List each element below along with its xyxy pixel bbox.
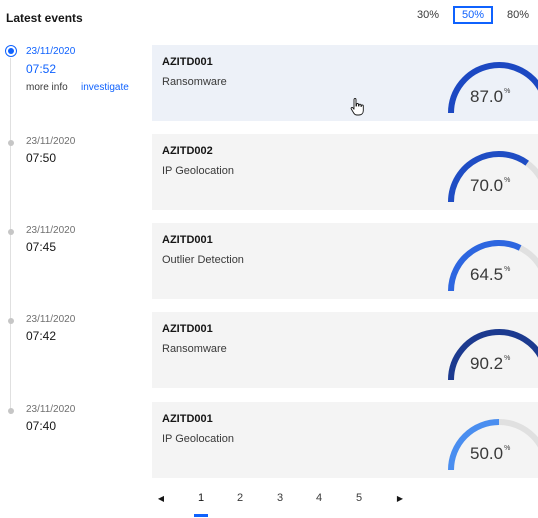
gauge-fill [448,419,500,471]
more-info-link[interactable]: more info [26,82,68,93]
event-card[interactable]: AZITD001 IP Geolocation 50.0% [152,402,538,478]
hand-cursor-icon [350,98,364,116]
score-value: 87.0% [470,87,511,106]
score-value: 50.0% [470,444,511,463]
gauge-fill [448,329,538,381]
event-time: 07:42 [26,329,57,343]
timeline-marker-active [5,45,17,57]
event-date: 23/11/2020 [26,225,76,236]
score-gauge [448,62,538,114]
event-id: AZITD001 [162,56,213,68]
event-type: IP Geolocation [162,433,234,445]
threshold-80-button[interactable]: 80% [506,9,530,21]
page-3[interactable]: 3 [276,492,284,504]
gauge-fill [448,240,522,292]
event-id: AZITD002 [162,145,213,157]
page-2[interactable]: 2 [236,492,244,504]
gauge-fill [448,62,538,114]
event-id: AZITD001 [162,413,213,425]
score-gauge [448,329,538,381]
event-card[interactable]: AZITD002 IP Geolocation 70.0% [152,134,538,210]
timeline-marker [8,229,14,235]
event-time: 07:50 [26,151,57,165]
event-date: 23/11/2020 [26,46,76,57]
event-type: IP Geolocation [162,165,234,177]
event-type: Ransomware [162,343,227,355]
page-4[interactable]: 4 [315,492,323,504]
threshold-30-button[interactable]: 30% [416,9,440,21]
event-type: Outlier Detection [162,254,244,266]
event-date: 23/11/2020 [26,404,76,415]
timeline-marker [8,318,14,324]
score-value: 90.2% [470,354,511,373]
timeline-line [10,58,11,414]
current-page-indicator [194,514,208,517]
chevron-left-icon[interactable]: ◀ [157,494,165,503]
event-time: 07:52 [26,62,57,76]
event-type: Ransomware [162,76,227,88]
score-value: 70.0% [470,176,511,195]
score-value: 64.5% [470,265,511,284]
event-date: 23/11/2020 [26,314,76,325]
investigate-link[interactable]: investigate [81,82,129,93]
threshold-50-button[interactable]: 50% [453,6,493,24]
score-gauge [448,151,538,203]
event-card[interactable]: AZITD001 Ransomware 90.2% [152,312,538,388]
gauge-fill [448,151,529,203]
score-gauge [448,240,538,292]
score-gauge [448,419,538,471]
page-5[interactable]: 5 [355,492,363,504]
chevron-right-icon[interactable]: ▶ [396,494,404,503]
event-time: 07:40 [26,419,57,433]
event-card[interactable]: AZITD001 Ransomware 87.0% [152,45,538,121]
event-date: 23/11/2020 [26,136,76,147]
event-id: AZITD001 [162,323,213,335]
timeline-marker [8,140,14,146]
event-id: AZITD001 [162,234,213,246]
page-title: Latest events [6,11,83,25]
event-time: 07:45 [26,240,57,254]
page-1[interactable]: 1 [197,492,205,504]
timeline-marker [8,408,14,414]
event-card[interactable]: AZITD001 Outlier Detection 64.5% [152,223,538,299]
